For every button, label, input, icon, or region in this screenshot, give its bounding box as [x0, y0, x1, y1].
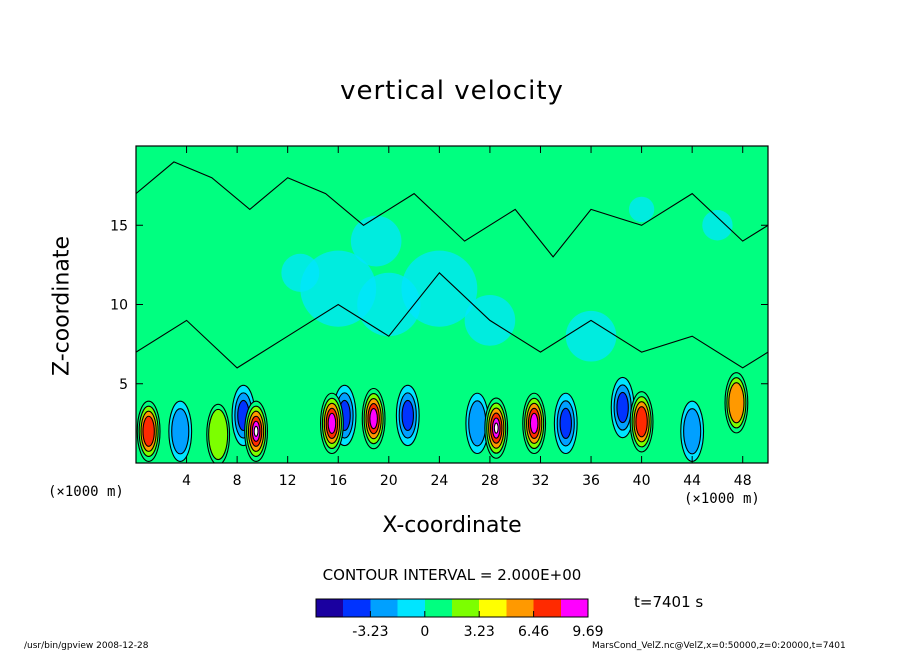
x-tick-label: 40: [633, 473, 651, 489]
updraft-core: [522, 392, 547, 455]
downdraft-core: [680, 400, 705, 462]
x-axis-label: X-coordinate: [382, 513, 522, 538]
y-tick-label: 5: [119, 377, 128, 393]
downdraft-core: [168, 400, 193, 462]
colorbar-gradient: [315, 598, 589, 618]
downdraft-core-level: [468, 400, 487, 447]
x-tick-label: 32: [532, 473, 550, 489]
updraft-core-level: [493, 422, 499, 434]
updraft-core: [484, 397, 509, 459]
updraft-core-level: [529, 412, 539, 434]
updraft-core: [629, 391, 654, 453]
downdraft-core-level: [683, 408, 702, 455]
updraft-core: [244, 400, 269, 462]
downdraft-core: [610, 376, 635, 439]
updraft-core-level: [728, 382, 745, 424]
updraft-core-level: [635, 406, 648, 438]
turbulent-patch: [350, 215, 402, 267]
updraft-core: [136, 400, 161, 462]
chart-title: vertical velocity: [340, 76, 564, 106]
downdraft-core-level: [559, 407, 572, 439]
x-tick-label: 20: [380, 473, 398, 489]
updraft-core-level: [327, 412, 337, 434]
colorbar-tick-label: -3.23: [352, 624, 388, 640]
turbulent-patch: [281, 253, 320, 292]
x-tick-label: 48: [734, 473, 752, 489]
downdraft-core: [553, 392, 578, 455]
x-tick-label: 28: [481, 473, 499, 489]
downdraft-core-level: [171, 408, 190, 455]
turbulent-patch: [702, 210, 733, 241]
turbulent-patch: [628, 196, 655, 223]
x-unit-label-right: (×1000 m): [684, 491, 760, 507]
updraft-core-level: [142, 415, 155, 447]
downdraft-core: [395, 384, 420, 447]
updraft-core-level: [253, 425, 259, 437]
y-tick-label: 10: [110, 298, 128, 314]
x-tick-label: 36: [582, 473, 600, 489]
turbulent-patch: [401, 250, 478, 327]
turbulent-patch: [565, 310, 617, 362]
y-tick-label: 15: [110, 218, 128, 234]
footer-source: MarsCond_VelZ.nc@VelZ,x=0:50000,z=0:2000…: [592, 641, 846, 651]
downdraft-core-level: [616, 391, 629, 424]
updraft-core-level: [369, 408, 378, 430]
contour-line: [136, 271, 768, 369]
downdraft-core-level: [401, 399, 414, 432]
contour-line: [136, 161, 768, 258]
colorbar-tick-label: 6.46: [518, 624, 549, 640]
colorbar: -3.23 0 3.23 6.46 9.69: [315, 598, 604, 640]
x-tick-label: 12: [279, 473, 297, 489]
time-label: t=7401 s: [634, 593, 704, 611]
updraft-core: [724, 372, 749, 434]
contour-interval-label: CONTOUR INTERVAL = 2.000E+00: [322, 566, 582, 584]
colorbar-tick-label: 3.23: [464, 624, 495, 640]
updraft-core: [361, 387, 386, 450]
x-tick-label: 8: [233, 473, 242, 489]
x-unit-label-left: (×1000 m): [48, 484, 124, 500]
x-tick-label: 16: [329, 473, 347, 489]
x-tick-label: 44: [683, 473, 701, 489]
updraft-core-level: [208, 408, 229, 461]
y-axis-label: Z-coordinate: [49, 236, 75, 376]
velocity-field: [136, 146, 768, 463]
updraft-core: [319, 392, 344, 455]
turbulent-patch: [300, 250, 377, 327]
colorbar-tick-label: 0: [420, 624, 429, 640]
footer-program: /usr/bin/gpview 2008-12-28: [24, 641, 149, 651]
colorbar-tick-label: 9.69: [572, 624, 603, 640]
x-tick-label: 24: [430, 473, 448, 489]
updraft-core: [206, 403, 231, 463]
x-tick-label: 4: [182, 473, 191, 489]
